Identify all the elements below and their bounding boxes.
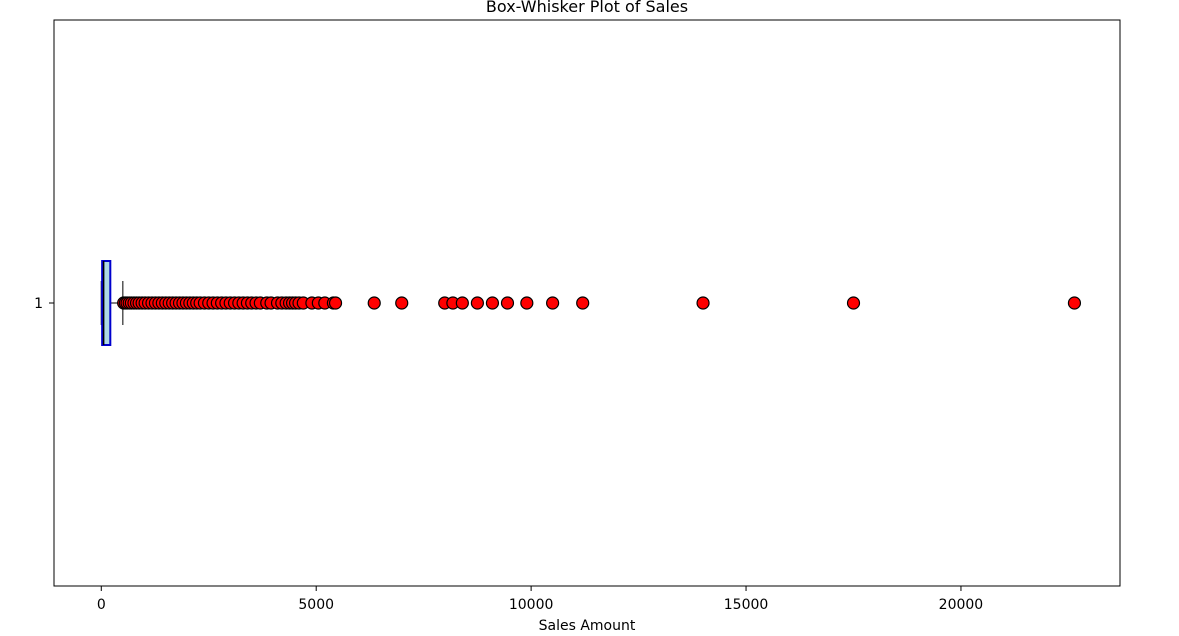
outlier-point bbox=[846, 296, 861, 310]
x-tick-label: 10000 bbox=[509, 597, 554, 613]
x-tick-label: 15000 bbox=[724, 597, 769, 613]
outlier-point bbox=[485, 296, 500, 310]
chart-title: Box-Whisker Plot of Sales bbox=[486, 0, 688, 16]
x-axis: 0 5000 10000 15000 20000 bbox=[97, 586, 983, 613]
x-tick-label: 20000 bbox=[939, 597, 984, 613]
outlier-point bbox=[576, 296, 590, 310]
box-iqr bbox=[101, 260, 112, 346]
outlier-point bbox=[696, 296, 710, 310]
x-tick-label: 5000 bbox=[298, 597, 334, 613]
plot-marks bbox=[100, 260, 1082, 346]
y-tick-label: 1 bbox=[34, 296, 43, 312]
outlier-point bbox=[470, 296, 484, 310]
outlier-point bbox=[546, 296, 560, 310]
x-tick-label: 0 bbox=[97, 597, 106, 613]
outlier-point bbox=[328, 296, 343, 310]
y-axis: 1 bbox=[34, 296, 54, 312]
outlier-point bbox=[455, 296, 469, 310]
outlier-point bbox=[520, 296, 534, 310]
outlier-point bbox=[395, 296, 409, 310]
outlier-point bbox=[367, 296, 381, 310]
x-axis-label: Sales Amount bbox=[539, 618, 636, 634]
outlier-point bbox=[1067, 296, 1082, 310]
outlier-point bbox=[500, 296, 515, 310]
